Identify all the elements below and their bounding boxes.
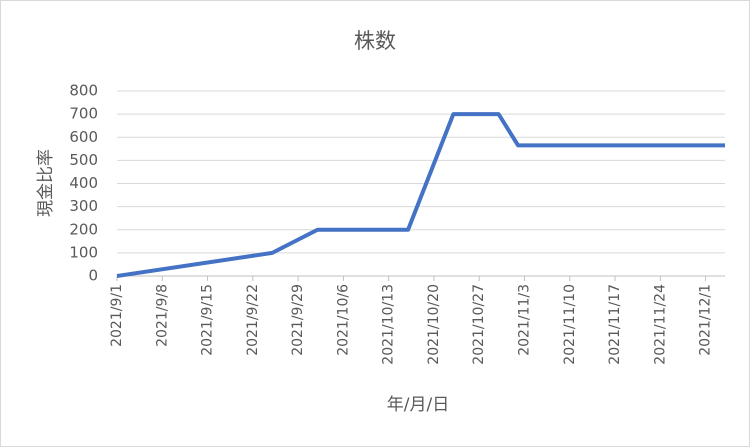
x-tick-label: 2021/10/6 (335, 284, 351, 356)
chart-title: 株数 (354, 29, 396, 53)
x-tick-label: 2021/9/1 (109, 284, 125, 347)
x-tick-label: 2021/11/24 (652, 284, 668, 365)
y-tick-label: 100 (69, 243, 98, 261)
y-tick-label: 800 (69, 82, 98, 100)
data-line (116, 112, 725, 278)
y-tick-label: 700 (69, 105, 98, 123)
x-axis-label: 年/月/日 (387, 395, 449, 415)
x-tick-label: 2021/12/1 (698, 284, 714, 356)
x-tick-label: 2021/9/22 (245, 284, 261, 356)
y-tick-label: 300 (69, 197, 98, 215)
x-tick-label: 2021/10/27 (471, 284, 487, 365)
x-tick-label: 2021/9/29 (290, 284, 306, 356)
x-tick-label: 2021/10/20 (426, 284, 442, 365)
x-tick-label: 2021/9/8 (154, 284, 170, 347)
y-tick-label: 600 (69, 128, 98, 146)
y-tick-label: 200 (69, 220, 98, 238)
y-tick-label: 0 (88, 267, 98, 285)
x-tick-label: 2021/11/10 (562, 284, 578, 365)
y-tick-label: 400 (69, 174, 98, 192)
x-tick-label: 2021/9/15 (200, 284, 216, 356)
x-tick-label: 2021/10/13 (381, 284, 397, 365)
x-tick-label: 2021/11/3 (516, 284, 532, 356)
y-tick-label: 500 (69, 151, 98, 169)
y-axis-label: 現金比率 (36, 149, 56, 217)
x-tick-label: 2021/11/17 (607, 284, 623, 365)
